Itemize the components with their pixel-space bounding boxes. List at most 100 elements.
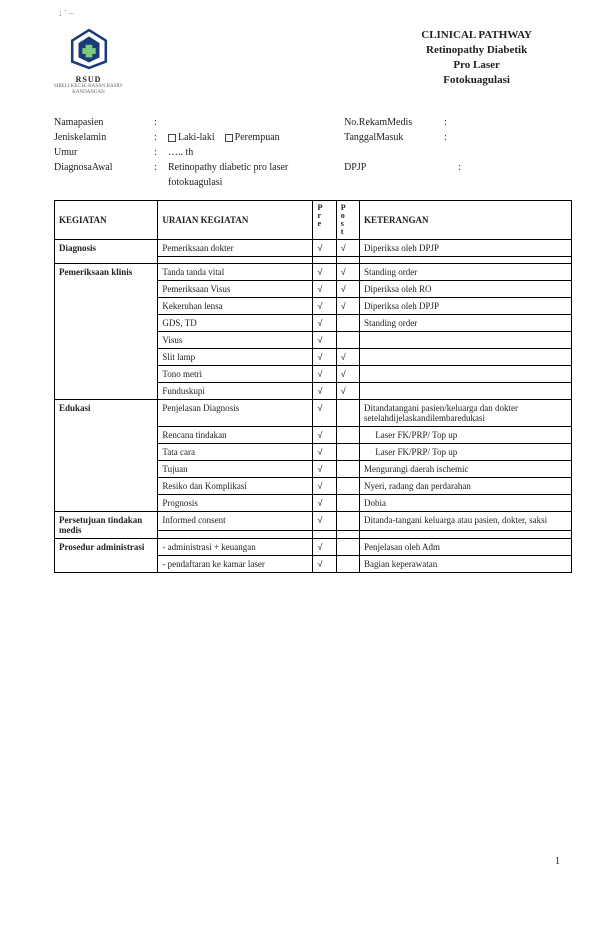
cell-uraian: Tujuan <box>158 461 313 478</box>
cell-post: √ <box>336 366 359 383</box>
section-title: Persetujuan tindakan medis <box>55 512 158 539</box>
meta-label: No.RekamMedis <box>344 115 444 130</box>
meta-row-tgl: TanggalMasuk : <box>344 130 572 145</box>
meta-row-nama: Namapasien : <box>54 115 344 130</box>
cell-pre: √ <box>313 539 336 556</box>
cell-post <box>336 400 359 427</box>
cell-pre: √ <box>313 427 336 444</box>
top-mark: ↓ ′ – <box>58 8 73 18</box>
cell-post <box>336 332 359 349</box>
meta-value <box>458 115 572 130</box>
meta-colon: : <box>154 115 168 130</box>
meta-value: : <box>458 160 572 175</box>
table-row: Persetujuan tindakan medisInformed conse… <box>55 512 572 531</box>
cell-uraian: Tanda tanda vital <box>158 264 313 281</box>
cell-pre: √ <box>313 556 336 573</box>
cell-post <box>336 257 359 264</box>
cell-ket <box>359 531 571 539</box>
cell-post: √ <box>336 240 359 257</box>
cell-ket: Diperiksa oleh RO <box>359 281 571 298</box>
meta-block: Namapasien : Jeniskelamin : Laki-laki Pe… <box>54 115 572 190</box>
cell-uraian: Informed consent <box>158 512 313 531</box>
cell-pre: √ <box>313 366 336 383</box>
th-uraian: URAIAN KEGIATAN <box>158 201 313 240</box>
cell-uraian: Tata cara <box>158 444 313 461</box>
meta-colon <box>444 160 458 175</box>
section-title: Edukasi <box>55 400 158 512</box>
cell-ket: Bagian keperawatan <box>359 556 571 573</box>
title-line-3: Fotokuagulasi <box>421 73 532 88</box>
cell-ket: Diperiksa oleh DPJP <box>359 298 571 315</box>
meta-row-dpjp: DPJP : <box>344 160 572 175</box>
cell-ket <box>359 349 571 366</box>
cell-ket: Standing order <box>359 315 571 332</box>
cell-ket: Laser FK/PRP/ Top up <box>359 444 571 461</box>
cell-uraian <box>158 257 313 264</box>
meta-right: No.RekamMedis : TanggalMasuk : DPJP : <box>344 115 572 190</box>
pathway-table: KEGIATAN URAIAN KEGIATAN Pre Post KETERA… <box>54 200 572 573</box>
cell-post: √ <box>336 264 359 281</box>
meta-colon: : <box>444 130 458 145</box>
cell-ket: Dobia <box>359 495 571 512</box>
cell-pre: √ <box>313 495 336 512</box>
logo-block: RSUD SIBELI KEC.H. HASAN BASRY KANDANGAN <box>54 28 123 95</box>
title-line-0: CLINICAL PATHWAY <box>421 28 532 43</box>
meta-label: DiagnosaAwal <box>54 160 154 190</box>
meta-colon: : <box>154 160 168 190</box>
th-kegiatan: KEGIATAN <box>55 201 158 240</box>
cell-uraian: Prognosis <box>158 495 313 512</box>
cell-uraian: Funduskupi <box>158 383 313 400</box>
table-row: Pemeriksaan klinisTanda tanda vital√√Sta… <box>55 264 572 281</box>
meta-value: ….. th <box>168 145 344 160</box>
cell-ket: Diperiksa oleh DPJP <box>359 240 571 257</box>
cell-uraian: Penjelasan Diagnosis <box>158 400 313 427</box>
cell-pre: √ <box>313 332 336 349</box>
meta-label: TanggalMasuk <box>344 130 444 145</box>
page: ↓ ′ – RSUD SIBELI KEC.H. HASAN BASRY KAN… <box>0 0 612 937</box>
table-row: Prosedur administrasi- administrasi + ke… <box>55 539 572 556</box>
cell-post <box>336 444 359 461</box>
cell-pre: √ <box>313 315 336 332</box>
cell-pre: √ <box>313 461 336 478</box>
cell-ket: Mengurangi daerah ischemic <box>359 461 571 478</box>
meta-row-jk: Jeniskelamin : Laki-laki Perempuan <box>54 130 344 145</box>
cell-pre: √ <box>313 349 336 366</box>
cell-uraian: GDS, TD <box>158 315 313 332</box>
cell-post <box>336 495 359 512</box>
cell-post <box>336 556 359 573</box>
cell-ket <box>359 257 571 264</box>
meta-value: Laki-laki Perempuan <box>168 130 344 145</box>
cell-ket: Ditandatangani pasien/keluarga dan dokte… <box>359 400 571 427</box>
logo-caption-2: SIBELI KEC.H. HASAN BASRY KANDANGAN <box>54 84 123 95</box>
cell-ket: Laser FK/PRP/ Top up <box>359 427 571 444</box>
cell-post <box>336 539 359 556</box>
checkbox-icon <box>225 134 233 142</box>
meta-row-rm: No.RekamMedis : <box>344 115 572 130</box>
cell-pre: √ <box>313 512 336 531</box>
table-header-row: KEGIATAN URAIAN KEGIATAN Pre Post KETERA… <box>55 201 572 240</box>
section-title: Diagnosis <box>55 240 158 264</box>
meta-value <box>458 130 572 145</box>
cell-post: √ <box>336 298 359 315</box>
meta-value: Retinopathy diabetic pro laser fotokuagu… <box>168 160 344 190</box>
meta-colon: : <box>444 115 458 130</box>
cell-uraian: - pendaftaran ke kamar laser <box>158 556 313 573</box>
cell-uraian: Pemeriksaan Visus <box>158 281 313 298</box>
section-title: Prosedur administrasi <box>55 539 158 573</box>
title-block: CLINICAL PATHWAY Retinopathy Diabetik Pr… <box>421 28 532 87</box>
cell-ket: Penjelasan oleh Adm <box>359 539 571 556</box>
meta-row-diag: DiagnosaAwal : Retinopathy diabetic pro … <box>54 160 344 190</box>
cell-uraian: Visus <box>158 332 313 349</box>
jk-opt1: Laki-laki <box>178 132 215 143</box>
cell-ket <box>359 383 571 400</box>
meta-left: Namapasien : Jeniskelamin : Laki-laki Pe… <box>54 115 344 190</box>
cell-pre: √ <box>313 264 336 281</box>
cell-pre <box>313 531 336 539</box>
title-line-1: Retinopathy Diabetik <box>421 43 532 58</box>
cell-ket <box>359 366 571 383</box>
meta-label: Namapasien <box>54 115 154 130</box>
cell-post: √ <box>336 281 359 298</box>
cell-uraian: - administrasi + keuangan <box>158 539 313 556</box>
cell-post <box>336 461 359 478</box>
hospital-logo-icon <box>68 28 110 70</box>
